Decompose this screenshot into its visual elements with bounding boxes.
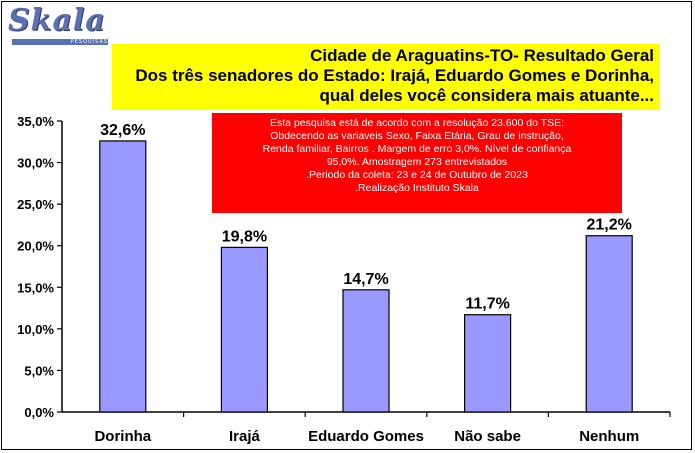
note-line-3: Renda familiar, Bairros . Margem de erro… xyxy=(262,143,572,155)
bar xyxy=(464,314,512,413)
y-tick-label: 10,0% xyxy=(17,322,54,337)
chart-title-line-3: qual deles você considera mais atuante..… xyxy=(319,86,654,105)
x-category-label: Dorinha xyxy=(94,428,151,445)
logo-tagline: PESQUISAS xyxy=(12,39,108,45)
bar xyxy=(220,246,268,413)
y-tick-label: 5,0% xyxy=(24,363,54,378)
y-tick-label: 30,0% xyxy=(17,156,54,171)
note-line-2: Obdecendo as variaveis Sexo, Faixa Etári… xyxy=(270,130,564,142)
y-tick-label: 25,0% xyxy=(17,197,54,212)
y-tick-label: 15,0% xyxy=(17,280,54,295)
bar-value-label: 32,6% xyxy=(100,122,145,139)
note-line-6: .Realização Instituto Skala xyxy=(355,182,479,194)
bar-value-label: 14,7% xyxy=(343,271,388,288)
logo-wordmark: Skala xyxy=(8,3,106,38)
y-tick-label: 0,0% xyxy=(24,405,54,420)
x-category-label: Não sabe xyxy=(454,428,521,445)
bar xyxy=(99,140,147,413)
y-tick-label: 20,0% xyxy=(17,239,54,254)
note-line-4: 95,0%. Amostragem 273 entrevistados xyxy=(326,156,508,168)
bar-value-label: 11,7% xyxy=(465,296,509,313)
x-category-label: Eduardo Gomes xyxy=(308,428,424,445)
skala-logo: Skala PESQUISAS xyxy=(4,3,116,45)
chart-title-line-1: Cidade de Araguatins-TO- Resultado Geral xyxy=(310,46,654,65)
note-line-1: Esta pesquisa está de acordo com a resol… xyxy=(270,117,564,129)
y-tick-label: 35,0% xyxy=(17,114,54,129)
methodology-note: Esta pesquisa está de acordo com a resol… xyxy=(212,113,622,213)
bar-value-label: 21,2% xyxy=(587,217,632,234)
x-category-label: Irajá xyxy=(229,428,261,445)
chart-title-box: Cidade de Araguatins-TO- Resultado Geral… xyxy=(112,44,660,110)
bar xyxy=(585,235,633,413)
bar-value-label: 19,8% xyxy=(222,228,267,245)
x-category-label: Nenhum xyxy=(579,428,639,445)
note-line-5: .Periodo da coleta: 23 e 24 de Outubro d… xyxy=(306,169,528,181)
chart-title-line-2: Dos três senadores do Estado: Irajá, Edu… xyxy=(135,66,654,85)
bar xyxy=(342,289,390,413)
